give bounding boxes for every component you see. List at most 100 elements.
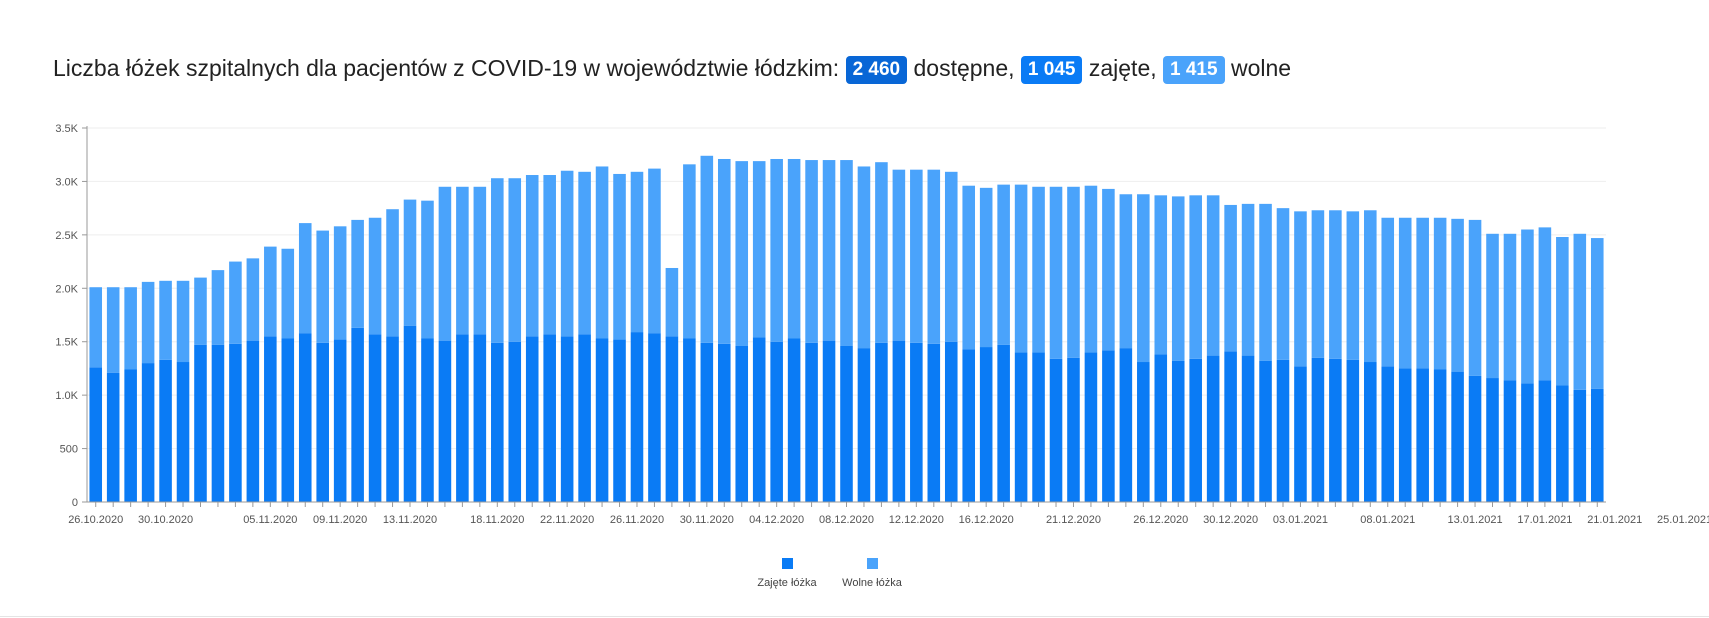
bar-free[interactable]: [1171, 196, 1185, 361]
bar-occupied[interactable]: [1102, 350, 1115, 502]
bar-free[interactable]: [316, 230, 329, 343]
bar-free[interactable]: [700, 155, 714, 343]
bar-free[interactable]: [386, 209, 399, 337]
bar-occupied[interactable]: [613, 339, 626, 502]
bar-occupied[interactable]: [997, 344, 1010, 502]
bar-free[interactable]: [1241, 203, 1255, 356]
bar-occupied[interactable]: [89, 367, 103, 502]
bar-occupied[interactable]: [1381, 366, 1395, 502]
bar-free[interactable]: [1381, 217, 1395, 367]
bar-free[interactable]: [840, 160, 853, 346]
bar-occupied[interactable]: [1468, 375, 1482, 502]
bar-free[interactable]: [1468, 219, 1482, 376]
bar-occupied[interactable]: [229, 343, 242, 502]
bar-occupied[interactable]: [351, 327, 364, 502]
bar-free[interactable]: [1556, 236, 1569, 386]
bar-occupied[interactable]: [787, 338, 801, 502]
bar-free[interactable]: [264, 246, 277, 337]
bar-free[interactable]: [735, 161, 749, 346]
bar-free[interactable]: [473, 186, 487, 335]
bar-free[interactable]: [1137, 194, 1150, 363]
bar-free[interactable]: [176, 280, 190, 363]
bar-occupied[interactable]: [1084, 352, 1098, 502]
bar-free[interactable]: [141, 281, 155, 364]
bar-occupied[interactable]: [159, 359, 172, 502]
bar-occupied[interactable]: [106, 372, 120, 502]
bar-occupied[interactable]: [473, 334, 487, 502]
bar-occupied[interactable]: [1451, 371, 1464, 502]
bar-occupied[interactable]: [1014, 352, 1028, 502]
bar-occupied[interactable]: [1241, 355, 1255, 502]
bar-free[interactable]: [368, 217, 382, 335]
bar-free[interactable]: [351, 219, 364, 328]
bar-free[interactable]: [106, 287, 120, 373]
bar-free[interactable]: [770, 158, 783, 342]
bar-free[interactable]: [944, 171, 958, 342]
bar-free[interactable]: [1206, 195, 1220, 356]
bar-free[interactable]: [1119, 194, 1133, 349]
bar-occupied[interactable]: [892, 340, 906, 502]
bar-free[interactable]: [1346, 211, 1360, 360]
bar-occupied[interactable]: [630, 332, 644, 502]
bar-occupied[interactable]: [700, 342, 714, 502]
bar-occupied[interactable]: [368, 334, 382, 502]
bar-free[interactable]: [1573, 233, 1587, 390]
bar-occupied[interactable]: [578, 334, 591, 502]
bar-occupied[interactable]: [1189, 358, 1202, 502]
bar-occupied[interactable]: [717, 343, 731, 502]
bar-occupied[interactable]: [1137, 362, 1150, 502]
bar-occupied[interactable]: [1364, 362, 1377, 502]
legend-swatch-free[interactable]: [867, 558, 878, 569]
bar-free[interactable]: [752, 161, 766, 338]
bar-free[interactable]: [1486, 233, 1499, 379]
bar-free[interactable]: [1154, 195, 1168, 355]
bar-occupied[interactable]: [735, 345, 749, 502]
bar-occupied[interactable]: [1171, 360, 1185, 502]
bar-occupied[interactable]: [1346, 359, 1360, 502]
bar-free[interactable]: [1364, 210, 1377, 363]
bar-free[interactable]: [1276, 208, 1290, 360]
bar-occupied[interactable]: [194, 344, 207, 502]
bar-free[interactable]: [1084, 185, 1098, 353]
legend-swatch-occupied[interactable]: [782, 558, 793, 569]
bar-free[interactable]: [211, 270, 225, 345]
bar-occupied[interactable]: [805, 342, 818, 502]
bar-occupied[interactable]: [1294, 366, 1307, 502]
bar-free[interactable]: [630, 171, 644, 333]
bar-occupied[interactable]: [1049, 358, 1063, 502]
bar-free[interactable]: [1049, 186, 1063, 359]
bar-occupied[interactable]: [1486, 378, 1499, 502]
bar-occupied[interactable]: [875, 342, 888, 502]
bar-free[interactable]: [805, 160, 818, 343]
bar-free[interactable]: [1329, 210, 1342, 359]
bar-occupied[interactable]: [438, 340, 452, 502]
bar-free[interactable]: [910, 169, 923, 343]
bar-occupied[interactable]: [1224, 351, 1237, 502]
bar-free[interactable]: [613, 173, 626, 340]
bar-free[interactable]: [1521, 229, 1534, 384]
bar-occupied[interactable]: [543, 334, 556, 502]
bar-occupied[interactable]: [1433, 369, 1447, 502]
bar-free[interactable]: [560, 170, 574, 337]
bar-free[interactable]: [1014, 184, 1028, 353]
bar-occupied[interactable]: [1398, 368, 1412, 502]
bar-free[interactable]: [1398, 217, 1412, 369]
bar-free[interactable]: [491, 178, 504, 343]
bar-occupied[interactable]: [560, 336, 574, 502]
bar-occupied[interactable]: [525, 336, 539, 502]
bar-occupied[interactable]: [246, 340, 260, 502]
bar-free[interactable]: [1189, 195, 1202, 359]
bar-free[interactable]: [438, 186, 452, 341]
bar-occupied[interactable]: [176, 362, 190, 502]
bar-occupied[interactable]: [1573, 389, 1587, 502]
bar-occupied[interactable]: [1329, 358, 1342, 502]
bar-occupied[interactable]: [298, 333, 312, 502]
legend-label-occupied[interactable]: Zajęte łóżka: [757, 577, 817, 589]
bar-occupied[interactable]: [1416, 368, 1429, 502]
bar-occupied[interactable]: [421, 338, 434, 502]
bar-free[interactable]: [333, 226, 347, 340]
bar-free[interactable]: [89, 287, 103, 368]
bar-occupied[interactable]: [141, 363, 155, 502]
bar-occupied[interactable]: [211, 344, 225, 502]
bar-occupied[interactable]: [508, 341, 522, 502]
